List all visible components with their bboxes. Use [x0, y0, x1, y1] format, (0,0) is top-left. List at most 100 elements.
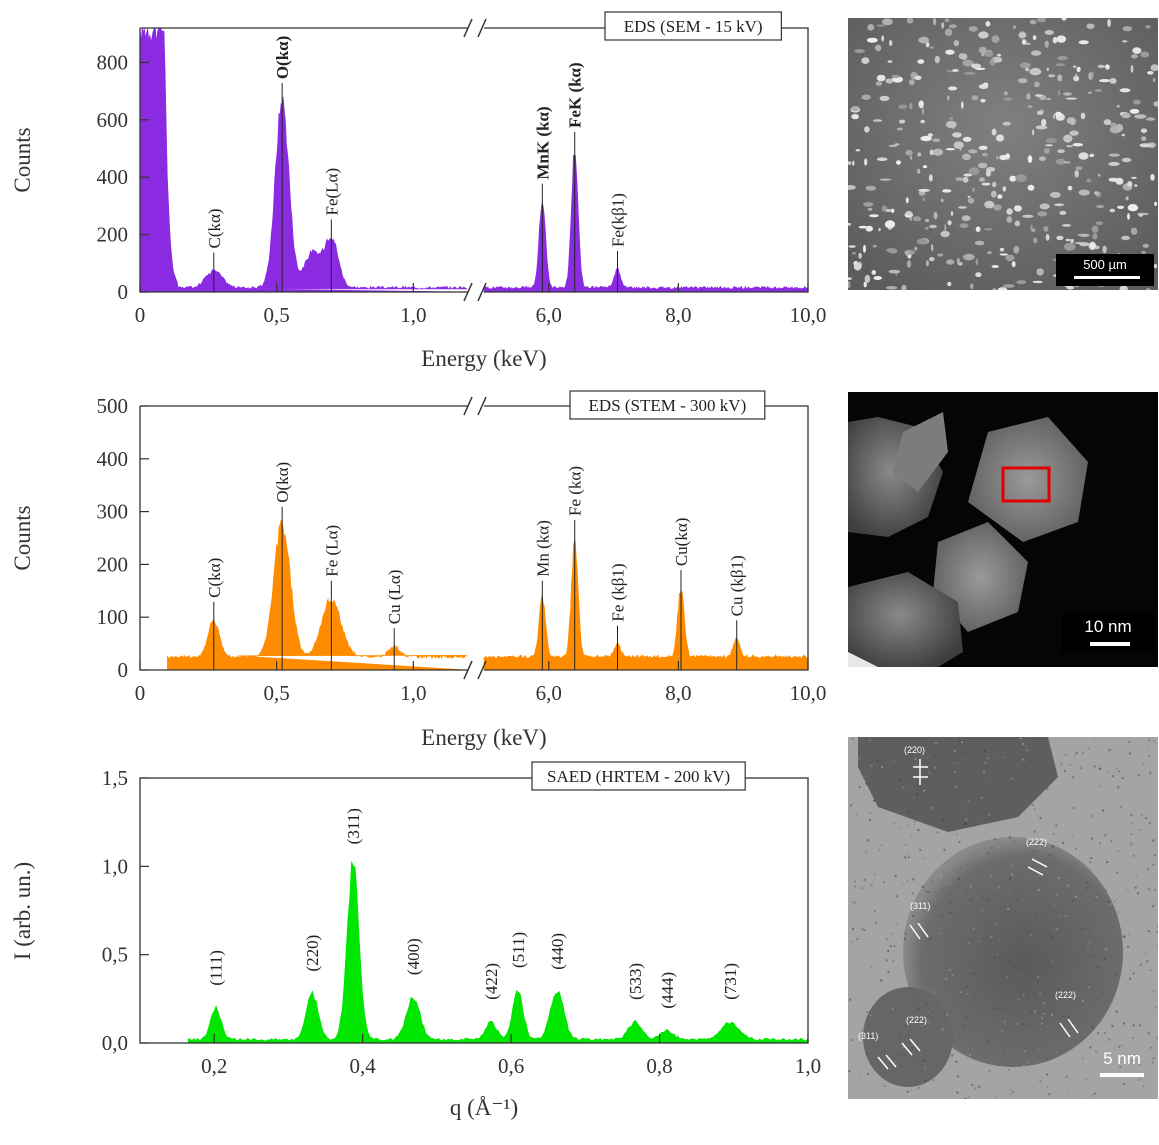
hrtem-noise-pixel	[863, 929, 866, 932]
hrtem-noise-pixel	[924, 898, 927, 901]
hrtem-noise-pixel	[874, 921, 877, 924]
hrtem-noise-pixel	[925, 890, 928, 893]
sem-particle	[1046, 97, 1052, 101]
hrtem-noise-pixel	[1099, 764, 1101, 767]
sem-particle	[876, 157, 888, 161]
sem-particle	[928, 174, 933, 182]
hrtem-noise-pixel	[861, 887, 864, 890]
hrtem-noise-pixel	[866, 1072, 869, 1075]
y-tick-label: 400	[97, 165, 129, 189]
hrtem-noise-pixel	[1130, 833, 1133, 836]
sem-particle	[1086, 178, 1092, 183]
hrtem-noise-pixel	[1117, 850, 1120, 853]
hrtem-noise-pixel	[1147, 868, 1149, 871]
hrtem-noise-pixel	[863, 775, 866, 777]
hrtem-noise-pixel	[958, 740, 961, 743]
hrtem-noise-pixel	[919, 848, 922, 851]
hrtem-noise-pixel	[945, 882, 948, 885]
hrtem-noise-pixel	[1116, 1001, 1119, 1004]
sem-particle	[1133, 99, 1141, 105]
sem-particle	[979, 177, 985, 182]
hrtem-noise-pixel	[1055, 824, 1058, 827]
hrtem-noise-pixel	[956, 762, 959, 765]
sem-particle	[1147, 71, 1154, 75]
hrtem-noise-pixel	[1152, 998, 1155, 1001]
hrtem-noise-pixel	[1047, 882, 1050, 885]
hrtem-noise-pixel	[1117, 786, 1120, 789]
sem-particle	[931, 243, 934, 252]
hrtem-noise-pixel	[870, 965, 873, 968]
hrtem-noise-pixel	[1086, 1098, 1089, 1099]
hrtem-noise-pixel	[1031, 803, 1034, 806]
hrtem-noise-pixel	[1025, 741, 1028, 744]
hrtem-noise-pixel	[876, 759, 879, 762]
hrtem-noise-pixel	[1060, 837, 1063, 840]
sem-particle	[1035, 94, 1043, 97]
y-tick-label: 600	[97, 108, 129, 132]
hrtem-noise-pixel	[1064, 770, 1066, 773]
sem-particle	[916, 238, 928, 245]
hrtem-noise-pixel	[1008, 836, 1011, 839]
hrtem-noise-pixel	[911, 1047, 914, 1049]
hrtem-noise-pixel	[1015, 800, 1018, 803]
hrtem-noise-pixel	[927, 1011, 929, 1014]
hrtem-noise-pixel	[1100, 865, 1103, 868]
sem-particle	[940, 230, 950, 238]
hrtem-noise-pixel	[1108, 901, 1111, 904]
hrtem-noise-pixel	[875, 748, 878, 750]
sem-particle	[1017, 78, 1028, 84]
peak-label: O(kα)	[273, 462, 292, 503]
sem-particle	[851, 251, 857, 255]
sem-particle	[861, 57, 870, 64]
hrtem-noise-pixel	[1074, 965, 1077, 968]
hrtem-noise-pixel	[983, 753, 986, 756]
hrtem-noise-pixel	[980, 796, 983, 799]
sem-particle	[1086, 23, 1095, 29]
sem-particle	[1056, 235, 1064, 241]
axis-break-mark	[477, 282, 487, 302]
hrtem-noise-pixel	[910, 834, 913, 837]
hrtem-noise-pixel	[1139, 1024, 1142, 1027]
sem-particle	[848, 245, 856, 248]
hrtem-noise-pixel	[916, 793, 919, 796]
hrtem-noise-pixel	[912, 878, 915, 881]
hrtem-noise-pixel	[949, 911, 952, 914]
hrtem-noise-pixel	[1041, 1017, 1044, 1020]
sem-particle	[1029, 67, 1042, 76]
sem-particle	[944, 28, 953, 37]
peak-label: (511)	[509, 932, 528, 968]
sem-particle	[1059, 210, 1067, 215]
hrtem-noise-pixel	[997, 845, 999, 848]
hrtem-noise-pixel	[1129, 842, 1132, 845]
sem-particle	[1027, 105, 1033, 109]
hrtem-noise-pixel	[1136, 1015, 1139, 1018]
hrtem-noise-pixel	[1048, 854, 1051, 857]
sem-particle	[1063, 92, 1072, 96]
y-tick-label: 400	[97, 447, 129, 471]
hrtem-noise-pixel	[1116, 871, 1119, 874]
sem-particle	[905, 250, 910, 257]
hrtem-noise-pixel	[1140, 814, 1143, 817]
sem-particle	[1096, 204, 1105, 209]
hrtem-noise-pixel	[1132, 1024, 1135, 1027]
sem-particle	[1067, 185, 1073, 191]
sem-particle	[905, 197, 909, 204]
sem-particle	[848, 281, 851, 289]
hrtem-noise-pixel	[922, 1006, 925, 1009]
sem-particle	[1003, 91, 1008, 96]
sem-particle	[1035, 125, 1048, 130]
sem-particle	[855, 149, 861, 152]
hrtem-noise-pixel	[861, 928, 864, 931]
hrtem-noise-pixel	[1046, 1025, 1049, 1028]
hrtem-noise-pixel	[1131, 1059, 1134, 1062]
hrtem-noise-pixel	[1128, 752, 1131, 755]
x-tick-label: 0,4	[350, 1054, 377, 1078]
sem-particle	[967, 195, 971, 198]
hrtem-noise-pixel	[1034, 1010, 1037, 1013]
hrtem-noise-pixel	[993, 1007, 996, 1009]
hrtem-noise-pixel	[851, 737, 854, 740]
hrtem-noise-pixel	[1057, 877, 1060, 880]
sem-particle	[950, 211, 954, 216]
hrtem-noise-pixel	[907, 811, 910, 814]
hrtem-noise-pixel	[1046, 787, 1049, 790]
